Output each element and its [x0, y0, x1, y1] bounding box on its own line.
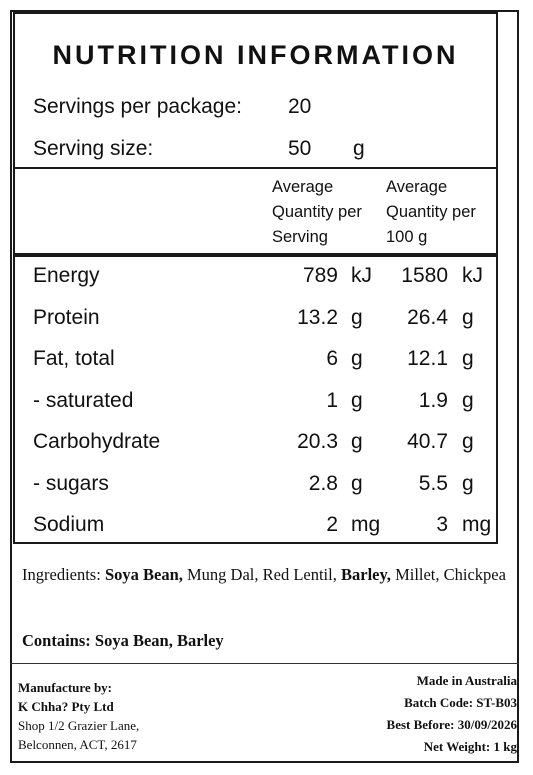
best-before: Best Before: 30/09/2026 — [386, 717, 517, 732]
nutrient-name: Protein — [33, 305, 100, 329]
per-serving-value: 6 — [326, 347, 338, 370]
servings-label: Servings per package: — [33, 95, 242, 118]
nutrient-row: - saturated 1 g 1.9 g — [33, 386, 496, 416]
nutrient-name: - saturated — [33, 388, 134, 412]
per-100g-value: 1580 — [401, 264, 448, 287]
per-serving-value: 1 — [326, 388, 338, 412]
per-100g-value: 40.7 — [407, 430, 448, 453]
serving-size-row: Serving size: 50 g — [33, 137, 365, 160]
manufacturer-label: Manufacture by: — [18, 680, 113, 695]
origin: Made in Australia — [416, 673, 517, 688]
per-100g-unit: g — [462, 305, 474, 329]
allergen-contains: Contains: Soya Bean, Barley — [22, 631, 224, 650]
per-100g-unit: mg — [462, 513, 492, 536]
column-header-per-serving: Average Quantity per Serving — [272, 178, 362, 246]
servings-per-package-row: Servings per package: 20 — [33, 95, 311, 118]
nutrition-panel: NUTRITION INFORMATION Servings per packa… — [13, 12, 498, 544]
nutrient-name: Fat, total — [33, 347, 115, 370]
per-100g-value: 12.1 — [407, 347, 448, 370]
divider-thick — [15, 253, 496, 257]
per-serving-unit: g — [351, 471, 363, 495]
per-serving-value: 2.8 — [308, 471, 338, 495]
manufacturer-address-line2: Belconnen, ACT, 2617 — [18, 737, 137, 752]
nutrient-row: Fat, total 6 g 12.1 g — [33, 344, 496, 374]
nutrient-name: Carbohydrate — [33, 430, 161, 453]
per-serving-unit: g — [351, 430, 363, 453]
per-100g-unit: g — [462, 388, 474, 412]
divider-thin — [15, 167, 496, 169]
nutrient-name: Sodium — [33, 513, 105, 536]
per-100g-unit: g — [462, 347, 474, 370]
per-100g-unit: g — [462, 430, 474, 453]
batch-code: Batch Code: ST-B03 — [404, 695, 517, 710]
nutrient-row: Energy 789 kJ 1580 kJ — [33, 261, 496, 291]
per-serving-value: 13.2 — [297, 305, 338, 329]
per-serving-unit: g — [351, 388, 363, 412]
serving-size-value: 50 — [288, 137, 312, 160]
serving-size-label: Serving size: — [33, 137, 154, 160]
per-serving-value: 2 — [326, 513, 338, 536]
divider-footer — [10, 663, 519, 664]
nutrient-row: Protein 13.2 g 26.4 g — [33, 303, 496, 333]
ingredient-text: Soya Bean, — [104, 565, 183, 584]
ingredient-text: Mung Dal, Red Lentil, — [182, 565, 341, 584]
per-100g-value: 3 — [436, 513, 448, 536]
serving-size-unit: g — [353, 137, 365, 160]
ingredients-label: Ingredients: — [22, 565, 105, 584]
manufacturer-address-line1: Shop 1/2 Grazier Lane, — [18, 718, 140, 733]
per-100g-value: 1.9 — [418, 388, 448, 412]
per-serving-unit: g — [351, 305, 363, 329]
nutrient-name: - sugars — [33, 471, 109, 495]
net-weight: Net Weight: 1 kg — [423, 739, 517, 754]
ingredient-text: Barley, — [340, 565, 391, 584]
per-serving-unit: mg — [351, 513, 381, 536]
per-serving-unit: g — [351, 347, 363, 370]
label-border — [10, 10, 519, 763]
ingredient-text: Millet, Chickpea — [390, 565, 506, 584]
ingredients-list: Soya Bean, Mung Dal, Red Lentil, Barley,… — [105, 565, 506, 584]
servings-value: 20 — [288, 95, 312, 118]
nutrient-row: Carbohydrate 20.3 g 40.7 g — [33, 427, 496, 457]
per-100g-value: 26.4 — [407, 305, 448, 329]
per-100g-unit: kJ — [462, 264, 483, 287]
per-serving-value: 789 — [302, 264, 338, 287]
panel-title: NUTRITION INFORMATION — [52, 40, 459, 70]
nutrient-row: Sodium 2 mg 3 mg — [33, 510, 496, 540]
product-details: Made in Australia Batch Code: ST-B03 Bes… — [387, 670, 517, 758]
per-serving-unit: kJ — [351, 264, 372, 287]
manufacturer-block: Manufacture by: K Chha? Pty Ltd Shop 1/2… — [18, 678, 139, 754]
per-100g-value: 5.5 — [418, 471, 448, 495]
ingredients: Ingredients: Soya Bean, Mung Dal, Red Le… — [22, 563, 512, 586]
per-serving-value: 20.3 — [297, 430, 338, 453]
column-header-per-100g: Average Quantity per 100 g — [386, 178, 476, 246]
manufacturer-name: K Chha? Pty Ltd — [18, 699, 114, 714]
nutrient-row: - sugars 2.8 g 5.5 g — [33, 469, 496, 499]
per-100g-unit: g — [462, 471, 474, 495]
nutrient-name: Energy — [33, 264, 100, 287]
